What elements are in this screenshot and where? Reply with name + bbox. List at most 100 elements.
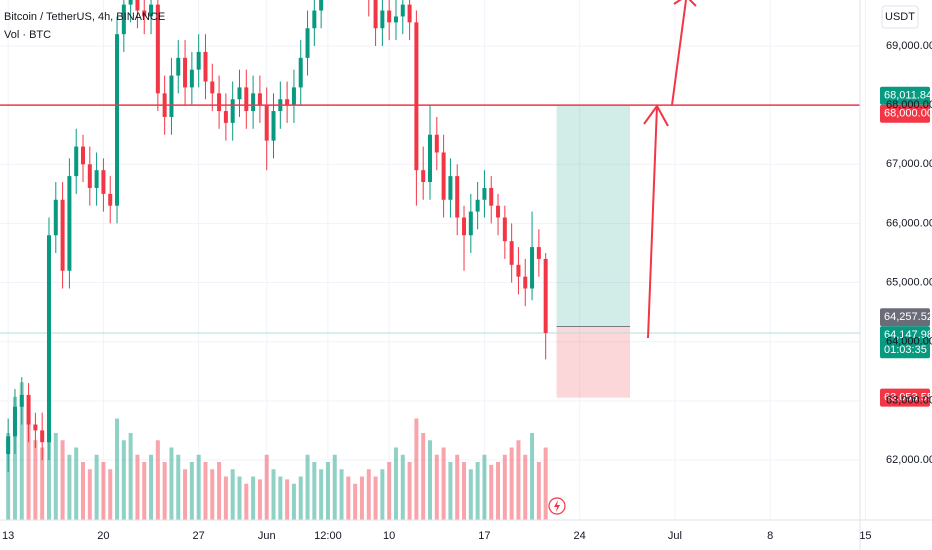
volume-bar	[60, 440, 65, 520]
candle-body	[475, 199, 480, 212]
volume-bar	[244, 483, 249, 520]
y-tick-label: 66,000.00	[886, 217, 932, 229]
candle-body	[380, 10, 385, 29]
candle-body	[441, 152, 446, 200]
volume-bar	[285, 479, 290, 520]
candle-body	[176, 57, 181, 76]
candle-body	[305, 28, 310, 58]
volume-bar	[359, 476, 364, 520]
price-label-box	[880, 104, 930, 123]
candle-body	[33, 424, 38, 431]
price-label-box	[880, 308, 930, 327]
volume-bar	[74, 447, 79, 520]
candle-body	[196, 51, 201, 70]
volume-bar	[149, 454, 154, 520]
volume-bar	[101, 462, 106, 520]
candle-body	[230, 99, 235, 123]
volume-bar	[434, 454, 439, 520]
candle-body	[149, 4, 154, 17]
candle-body	[285, 99, 290, 106]
candle-body	[312, 10, 317, 29]
volume-bar	[530, 433, 535, 520]
currency[interactable]: USDT	[885, 11, 915, 23]
candle-body	[251, 93, 256, 112]
x-tick-label: Jun	[258, 530, 276, 542]
candle-body	[455, 176, 460, 218]
volume-bar	[251, 476, 256, 520]
candle-body	[6, 436, 11, 455]
volume-bar	[26, 418, 31, 520]
volume-bar	[196, 454, 201, 520]
volume-bar	[237, 476, 242, 520]
volume-bar	[393, 447, 398, 520]
candle-body	[421, 170, 426, 183]
candle-body	[217, 93, 222, 112]
price-label: 68,011.84	[884, 90, 932, 102]
arrow	[643, 104, 669, 339]
candle-body	[407, 4, 412, 23]
volume-bar	[6, 433, 11, 520]
x-tick-label: 10	[383, 530, 395, 542]
volume-bar	[462, 462, 467, 520]
candle-body	[530, 247, 535, 289]
candle-body	[468, 211, 473, 236]
y-tick-label: 64,000.00	[886, 336, 932, 348]
volume-bar	[448, 462, 453, 520]
y-tick-label: 63,000.00	[886, 395, 932, 407]
volume-bar	[135, 454, 140, 520]
currency-box[interactable]	[881, 5, 919, 29]
candle-body	[482, 187, 487, 200]
x-tick-label: 13	[2, 530, 14, 542]
symbol-title: Bitcoin / TetherUS, 4h, BINANCE	[4, 11, 165, 23]
candle-body	[543, 258, 548, 333]
alert-icon[interactable]	[548, 497, 566, 515]
candle-body	[87, 164, 92, 188]
volume-bar	[142, 462, 147, 520]
candle-body	[257, 93, 262, 106]
volume-bar	[509, 447, 514, 520]
candle-body	[319, 0, 324, 11]
candle-body	[393, 16, 398, 23]
x-tick-label: Jul	[668, 530, 682, 542]
y-tick-label: 69,000.00	[886, 40, 932, 52]
y-tick-label: 65,000.00	[886, 276, 932, 288]
volume-bar	[40, 447, 45, 520]
volume-bar	[332, 454, 337, 520]
volume-bar	[257, 479, 262, 520]
candle-body	[12, 406, 17, 437]
x-tick-label: 27	[193, 530, 205, 542]
price-label: 63,053.55	[884, 392, 932, 404]
volume-bar	[217, 462, 222, 520]
profit-zone	[556, 105, 631, 327]
arrow	[671, 0, 697, 106]
candle-body	[387, 10, 392, 23]
volume-bar	[230, 469, 235, 520]
candle-body	[291, 87, 296, 106]
volume-bar	[305, 454, 310, 520]
volume-bar	[339, 469, 344, 520]
volume-bar	[298, 476, 303, 520]
volume-bar	[121, 440, 126, 520]
volume-bar	[108, 469, 113, 520]
volume-bar	[176, 454, 181, 520]
price-labels: 68,011.8468,000.0064,257.5264,147.9801:0…	[880, 86, 932, 407]
price-label-box	[880, 326, 930, 359]
candle-body	[128, 0, 133, 5]
volume-bar	[278, 476, 283, 520]
volume-bar	[203, 462, 208, 520]
volume-bar	[169, 447, 174, 520]
price-label-box	[880, 388, 930, 407]
volume-bar	[87, 469, 92, 520]
y-tick-label: 67,000.00	[886, 158, 932, 170]
candle-body	[189, 69, 194, 88]
volume-bar	[414, 418, 419, 520]
volume-bar	[312, 462, 317, 520]
candle-body	[203, 51, 208, 82]
candle-body	[60, 199, 65, 271]
candle-body	[210, 81, 215, 94]
volume-bar	[428, 440, 432, 520]
x-tick-label: 20	[97, 530, 109, 542]
volume-bar	[128, 433, 133, 520]
candle-body	[94, 170, 99, 188]
candle-body	[237, 87, 242, 100]
